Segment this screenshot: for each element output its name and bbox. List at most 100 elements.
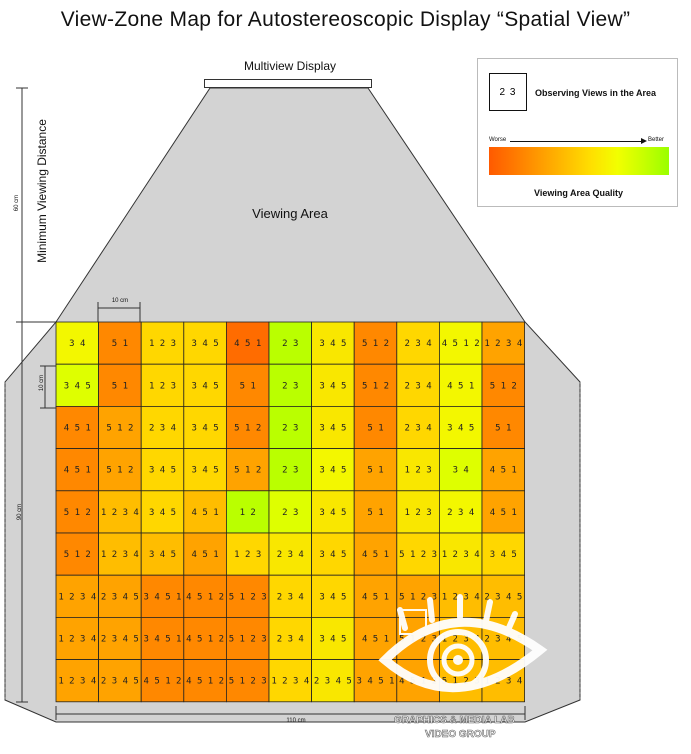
grid-cell-label: 5 1 2: [106, 466, 133, 476]
grid-cell: [353, 490, 398, 534]
grid-cell: [268, 574, 312, 618]
grid-cell: [311, 574, 355, 618]
grid-cell-label: 4 5 1: [490, 466, 517, 476]
grid-cell-label: 2 3 4: [277, 550, 304, 560]
grid-cell: [268, 321, 312, 365]
viewing-area-label: Viewing Area: [252, 206, 328, 221]
grid-cell-label: 2 3 4: [405, 424, 432, 434]
legend-arrow: [510, 141, 644, 142]
grid-cell: [140, 659, 185, 703]
grid-cell-label: 5 1 2: [490, 381, 517, 391]
grid-cell-label: 5 1: [367, 508, 383, 518]
grid-cell-label: 5 1 2: [64, 508, 91, 518]
grid-cell-label: 1 2 3 4: [442, 635, 480, 645]
grid-cell: [183, 659, 227, 703]
legend-quality-label: Viewing Area Quality: [533, 188, 624, 198]
grid-cell-label: 3 4 5 1: [144, 635, 182, 645]
grid-cell: [225, 617, 270, 661]
legend-worse-label: Worse: [489, 137, 507, 143]
grid-cell-label: 2 3 4: [405, 339, 432, 349]
grid-cell: [225, 532, 270, 576]
grid-cell: [353, 532, 398, 576]
min-distance-label: Minimum Viewing Distance: [35, 119, 49, 263]
grid-cell: [396, 363, 440, 407]
grid-cell-label: 5 1: [112, 381, 128, 391]
grid-cell-label: 3 4 5: [319, 381, 346, 391]
grid-cell-label: 3 4 5 1: [144, 592, 182, 602]
grid-cell-label: 3 4 5: [319, 339, 346, 349]
grid-cell: [311, 490, 355, 534]
grid-cell-label: 2 3 4 5: [101, 677, 139, 687]
legend-better-label: Better: [648, 137, 665, 143]
watermark-logo: [378, 594, 548, 693]
grid-cell-label: 5 1 2: [106, 424, 133, 434]
grid-cell: [268, 532, 312, 576]
dimension-60cm: 60 cm: [14, 194, 21, 212]
grid-cell: [140, 363, 185, 407]
grid-cell: [438, 363, 483, 407]
grid-cell: [98, 490, 142, 534]
legend: 2 3 Observing Views in the Area Worse Be…: [477, 58, 678, 207]
grid-cell-label: 5 1 2: [234, 466, 261, 476]
legend-observe-label: Observing Views in the Area: [535, 88, 657, 98]
grid-cell-label: 5 1 2: [64, 550, 91, 560]
grid-cell-label: 4 5 1: [362, 635, 389, 645]
grid-cell-label: 4 5 1: [447, 381, 474, 391]
grid-cell: [225, 448, 270, 492]
grid-cell: [481, 363, 525, 407]
grid-cell: [98, 363, 142, 407]
grid-cell-label: 5 1 2 3: [399, 592, 437, 602]
grid-cell-label: 1 2 3 4: [58, 635, 96, 645]
grid-cell-label: 3 4 5: [447, 424, 474, 434]
grid-cell: [353, 405, 398, 449]
grid-cell-label: 1 2 3: [149, 339, 176, 349]
grid-cell: [140, 490, 185, 534]
grid-cell-label: 2 3 4 5: [101, 635, 139, 645]
legend-sample-cell: 2 3: [489, 73, 527, 111]
grid-cell-label: 3 4 5: [319, 592, 346, 602]
dimension-90cm: 90 cm: [17, 503, 24, 521]
grid-cell-label: 3 4 5: [149, 466, 176, 476]
grid-cell: [98, 574, 142, 618]
grid-cell: [311, 532, 355, 576]
grid-cell: [396, 532, 440, 576]
grid-cell-label: 1 2 3 4: [58, 677, 96, 687]
grid-cell: [55, 659, 99, 703]
grid-cell-label: 4 5 1: [234, 339, 261, 349]
grid-cell-label: 3 4: [69, 339, 85, 349]
grid-cell-label: 3 4: [453, 466, 469, 476]
grid-cell: [268, 405, 312, 449]
grid-cell-label: 4 5 1: [64, 424, 91, 434]
grid-cell: [311, 363, 355, 407]
grid-cell: [268, 363, 312, 407]
grid-cell-label: 1 2 3: [405, 508, 432, 518]
grid-cell: [55, 490, 99, 534]
grid-cell: [481, 490, 525, 534]
grid-cell-label: 4 5 1: [192, 550, 219, 560]
grid-cell: [311, 659, 355, 703]
grid-cell: [311, 617, 355, 661]
grid-cell: [481, 321, 525, 365]
watermark-text-line2: VIDEO GROUP: [425, 729, 496, 741]
grid-cell-label: 5 1: [112, 339, 128, 349]
dimension-10cm-vertical: 10 cm: [39, 374, 46, 392]
grid-cell: [183, 321, 227, 365]
grid-cell-label: 4 5 1: [490, 508, 517, 518]
grid-cell-label: 4 5 1 2: [186, 592, 224, 602]
grid-cell: [98, 448, 142, 492]
grid-cell: [438, 490, 483, 534]
grid-cell: [225, 659, 270, 703]
grid-cell-label: 5 1 2 3: [442, 677, 480, 687]
grid-cell: [311, 448, 355, 492]
grid-cell: [438, 532, 483, 576]
grid-cell-label: 2 3 4: [447, 508, 474, 518]
grid-cell-label: 1 2 3 4: [101, 550, 139, 560]
grid-cell: [98, 405, 142, 449]
grid-cell-label: 2 3: [282, 424, 298, 434]
grid-cell: [55, 574, 99, 618]
grid-cell: [396, 448, 440, 492]
grid-cell-label: 1 2 3: [405, 466, 432, 476]
grid-cell-label: 1 2 3 4: [484, 339, 522, 349]
grid-cell: [140, 574, 185, 618]
grid-cell-label: 2 3 4: [405, 381, 432, 391]
